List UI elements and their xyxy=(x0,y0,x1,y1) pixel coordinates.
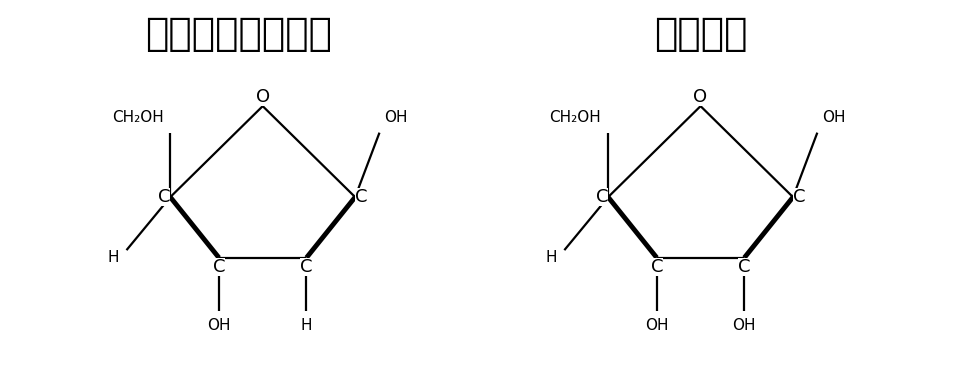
Text: C: C xyxy=(158,188,170,206)
Text: OH: OH xyxy=(207,318,231,334)
Text: H: H xyxy=(301,318,312,334)
Text: CH₂OH: CH₂OH xyxy=(112,110,163,125)
Text: C: C xyxy=(301,258,312,276)
Text: デオキシリボース: デオキシリボース xyxy=(145,15,332,53)
Text: C: C xyxy=(739,258,750,276)
Text: OH: OH xyxy=(733,318,756,334)
Text: OH: OH xyxy=(384,110,408,125)
Text: リボース: リボース xyxy=(654,15,747,53)
Text: C: C xyxy=(355,188,368,206)
Text: C: C xyxy=(651,258,663,276)
Text: OH: OH xyxy=(822,110,846,125)
Text: C: C xyxy=(595,188,608,206)
Text: O: O xyxy=(256,88,270,106)
Text: CH₂OH: CH₂OH xyxy=(550,110,601,125)
Text: H: H xyxy=(107,250,119,265)
Text: H: H xyxy=(545,250,557,265)
Text: C: C xyxy=(793,188,806,206)
Text: O: O xyxy=(694,88,707,106)
Text: C: C xyxy=(213,258,225,276)
Text: OH: OH xyxy=(645,318,668,334)
